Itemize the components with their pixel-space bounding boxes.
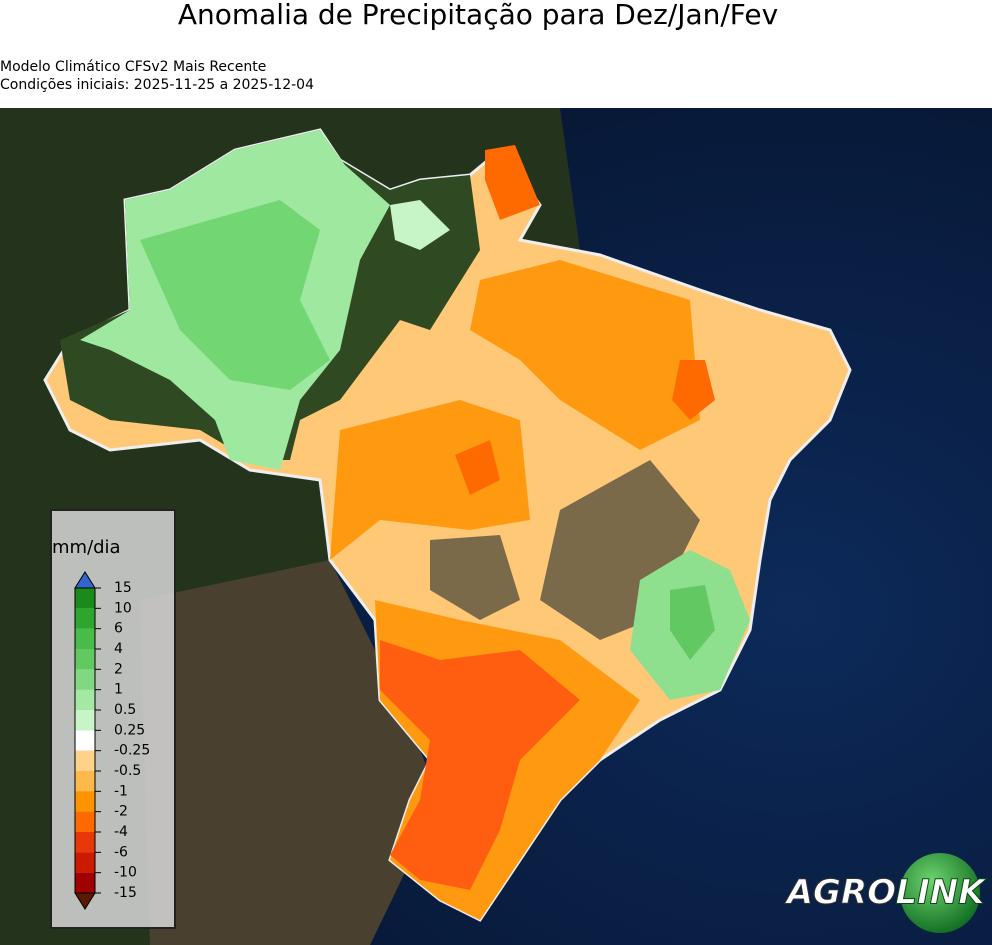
colorbar-segment	[75, 588, 95, 609]
logo: AGRO LINK	[783, 853, 988, 933]
subtitle: Modelo Climático CFSv2 Mais Recente	[0, 59, 266, 75]
region-wet	[140, 200, 330, 390]
colorbar-segment	[75, 608, 95, 629]
tick-label: 1	[114, 682, 123, 698]
region-dry	[455, 440, 500, 495]
legend-box	[50, 509, 176, 929]
tick-label: 0.25	[114, 722, 145, 738]
colorbar-segment	[75, 649, 95, 670]
colorbar-segment	[75, 852, 95, 873]
tick-label: -2	[114, 804, 128, 820]
region-wet	[670, 585, 715, 660]
title: Anomalia de Precipitação para Dez/Jan/Fe…	[178, 0, 778, 31]
region-dry	[330, 400, 530, 560]
colorbar: 15 10 6 4 2 1 0.5 0.25 -0.25 -0.5 -1 -2 -4 -6 -10 -15	[74, 580, 150, 901]
colorbar-segment	[75, 872, 95, 893]
colorbar-segment	[75, 791, 95, 812]
colorbar-segment	[75, 771, 95, 792]
region-wet	[390, 200, 450, 250]
region-dry	[470, 260, 700, 450]
colorbar-segment	[75, 689, 95, 710]
tick-label: 10	[114, 600, 132, 616]
colorbar-segment	[75, 832, 95, 853]
logo-text: AGRO	[784, 873, 896, 913]
logo-ball	[900, 853, 980, 933]
tick-label: -0.25	[114, 743, 150, 759]
colorbar-segment	[75, 710, 95, 731]
tick-label: -15	[114, 885, 137, 901]
colorbar-panel: mm/dia 15 10 6 4 2 1 0.5 0.25 -0.25 -0.5 -1 -2 -4 -6 -…	[50, 509, 176, 929]
tick-label: 2	[114, 661, 123, 677]
tick-label: 0.5	[114, 702, 136, 718]
tick-label: -4	[114, 824, 128, 840]
region-dry	[672, 360, 715, 420]
tick-label: -10	[114, 865, 137, 881]
region-dry	[485, 145, 540, 220]
colorbar-frame	[74, 587, 96, 894]
tick-label: -0.5	[114, 763, 141, 779]
logo-text: LINK	[895, 873, 987, 913]
tick-label: -1	[114, 783, 128, 799]
colorbar-segment	[75, 811, 95, 832]
subtitle: Condições iniciais: 2025-11-25 a 2025-12…	[0, 77, 314, 93]
legend-title: mm/dia	[52, 537, 121, 558]
map	[0, 108, 992, 945]
tick-label: 6	[114, 621, 123, 637]
tick-label: -6	[114, 844, 128, 860]
colorbar-segment	[75, 730, 95, 751]
region-very-dry	[380, 640, 580, 890]
tick-label: 15	[114, 580, 132, 596]
colorbar-segment	[75, 750, 95, 771]
land	[140, 560, 440, 945]
colorbar-segment	[75, 669, 95, 690]
region-neutral	[430, 535, 520, 620]
tick-label: 4	[114, 641, 123, 657]
colorbar-segment	[75, 628, 95, 649]
